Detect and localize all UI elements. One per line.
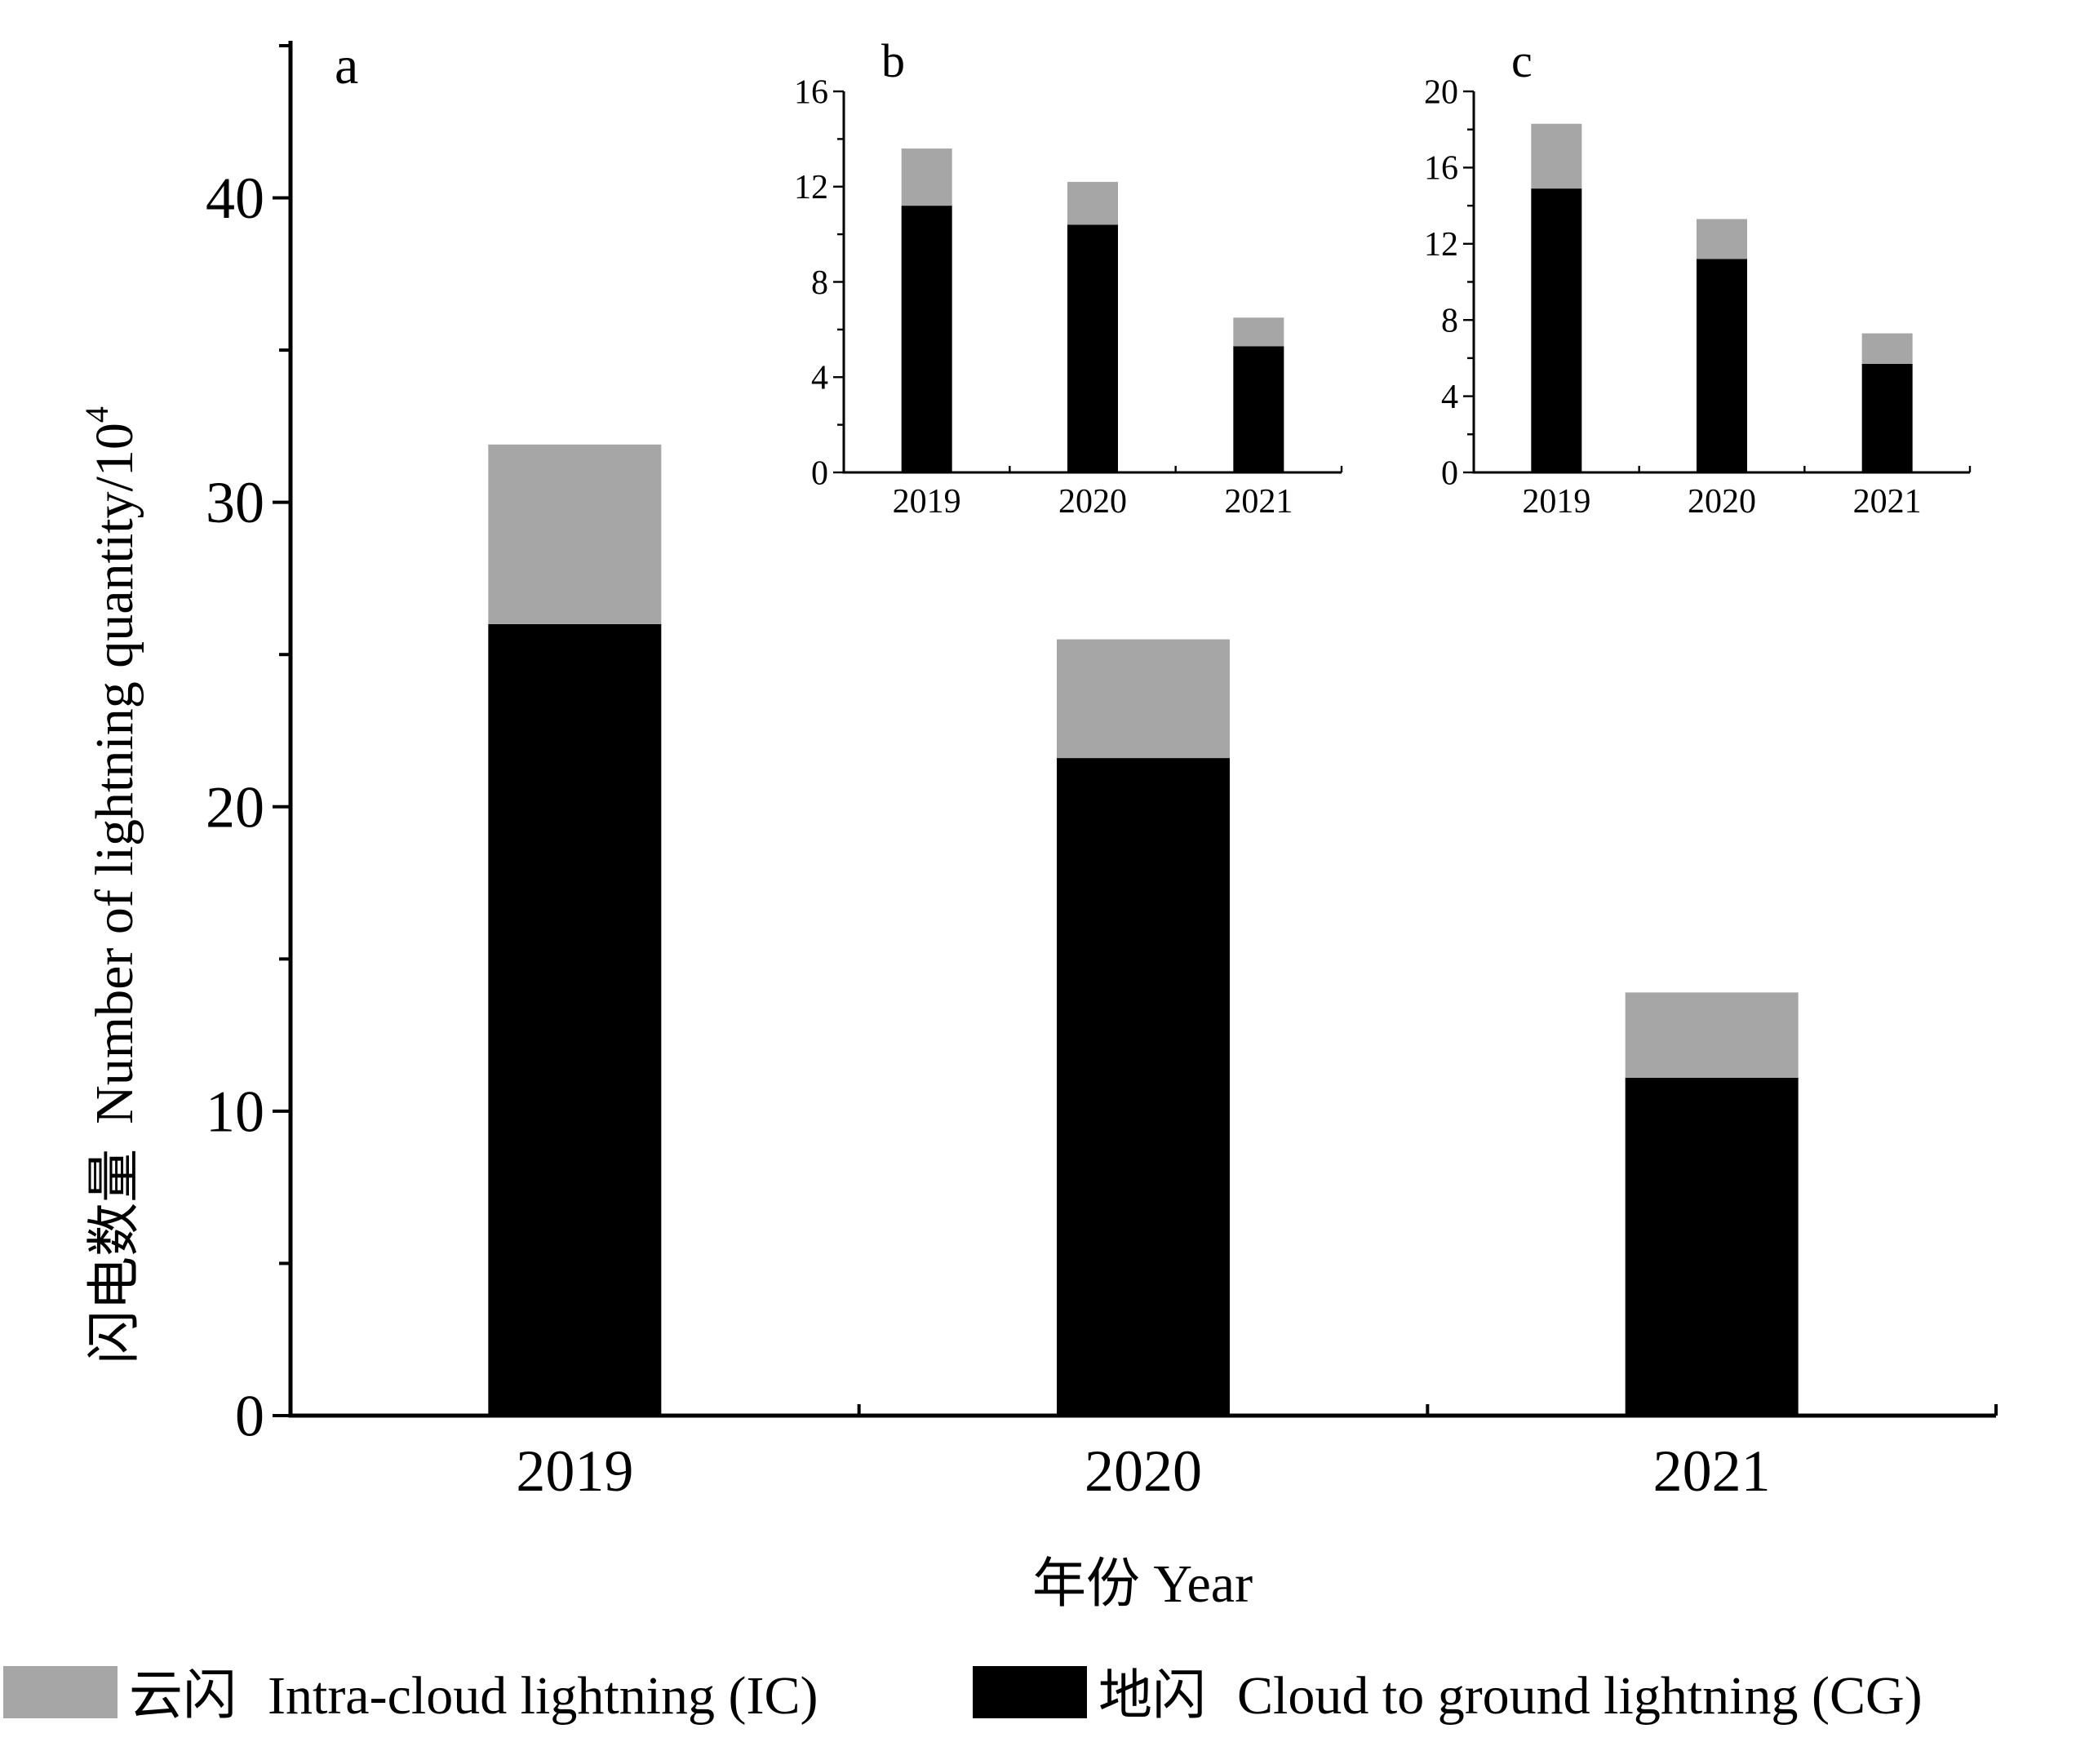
y-tick-label-a: 0 [235, 1383, 264, 1448]
bar-a-2019-cg [488, 623, 662, 1416]
y-tick-label-c: 16 [1424, 150, 1458, 188]
legend-label-ic-cn: 云闪 [129, 1666, 237, 1726]
bar-b-2020-ic [1067, 181, 1118, 225]
x-axis-label: 年份 Year [1032, 1554, 1253, 1614]
y-tick-label-a: 40 [206, 166, 264, 231]
bar-a-2021-ic [1625, 992, 1799, 1078]
inset-chart-b: 0 4 8 12 16 2019 2020 2021 b [794, 34, 1343, 521]
legend-swatch-cg [973, 1666, 1087, 1718]
y-axis-label-cn: 闪电数量 [85, 1149, 144, 1364]
bar-a-2021-cg [1625, 1077, 1799, 1416]
y-tick-label-b: 8 [811, 264, 828, 302]
y-tick-label-c: 4 [1441, 379, 1458, 416]
y-tick-label-a: 20 [206, 774, 264, 840]
y-tick-label-a: 30 [206, 470, 264, 535]
y-tick-label-c: 8 [1441, 302, 1458, 339]
legend-label-ic: 云闪 Intra-cloud lightning (IC) [129, 1666, 818, 1726]
bar-c-2019-ic [1531, 123, 1582, 189]
y-tick-label-a: 10 [206, 1079, 264, 1144]
y-tick-label-b: 16 [794, 73, 828, 111]
x-tick-label-c: 2019 [1522, 483, 1590, 521]
legend: 云闪 Intra-cloud lightning (IC) 地闪 Cloud to … [3, 1666, 1923, 1726]
x-tick-label-b: 2020 [1058, 483, 1127, 521]
x-tick-label-b: 2019 [893, 483, 961, 521]
legend-item-cg: 地闪 Cloud to ground lightning (CG) [973, 1666, 1923, 1726]
bar-b-2020-cg [1067, 224, 1118, 472]
bar-b-2019-ic [901, 148, 952, 206]
panel-letter-c: c [1511, 34, 1533, 87]
panel-letter-b: b [881, 34, 905, 87]
bar-b-2021-cg [1233, 346, 1284, 472]
legend-label-ic-en: Intra-cloud lightning (IC) [268, 1666, 818, 1726]
x-tick-label-a: 2020 [1085, 1438, 1202, 1504]
legend-item-ic: 云闪 Intra-cloud lightning (IC) [3, 1666, 818, 1726]
y-tick-label-c: 12 [1424, 226, 1458, 264]
x-tick-label-a: 2019 [516, 1438, 633, 1504]
bar-a-2020-ic [1057, 639, 1230, 759]
legend-label-cg-en: Cloud to ground lightning (CG) [1237, 1666, 1923, 1726]
y-tick-label-c: 20 [1424, 73, 1458, 111]
bar-a-2020-cg [1057, 758, 1230, 1416]
y-tick-label-b: 12 [794, 169, 828, 206]
bar-b-2019-cg [901, 206, 952, 472]
bar-a-2019-ic [488, 444, 662, 624]
bar-c-2021-ic [1861, 333, 1913, 364]
x-tick-label-a: 2021 [1653, 1438, 1771, 1504]
y-tick-label-b: 0 [811, 454, 828, 492]
bar-c-2020-ic [1697, 219, 1747, 259]
legend-label-cg-cn: 地闪 [1098, 1666, 1206, 1726]
x-tick-label-b: 2021 [1224, 483, 1293, 521]
bar-c-2021-cg [1861, 363, 1913, 472]
legend-label-cg: 地闪 Cloud to ground lightning (CG) [1098, 1666, 1923, 1726]
y-tick-label-c: 0 [1441, 454, 1458, 492]
y-axis-label-en: Number of lightning quantity/10 [85, 423, 144, 1124]
inset-chart-c: 0 4 8 12 16 20 2019 2020 2021 c [1424, 34, 1972, 521]
panel-letter-a: a [335, 36, 358, 95]
y-tick-label-b: 4 [811, 360, 828, 397]
x-tick-label-c: 2021 [1853, 483, 1922, 521]
y-axis-label: 闪电数量 Number of lightning quantity/104 [78, 406, 144, 1364]
bar-c-2019-cg [1531, 188, 1582, 472]
x-tick-label-c: 2020 [1688, 483, 1756, 521]
legend-swatch-ic [3, 1666, 118, 1718]
y-axis-label-sup: 4 [78, 406, 115, 423]
bar-b-2021-ic [1233, 317, 1284, 347]
bar-c-2020-cg [1697, 259, 1747, 472]
